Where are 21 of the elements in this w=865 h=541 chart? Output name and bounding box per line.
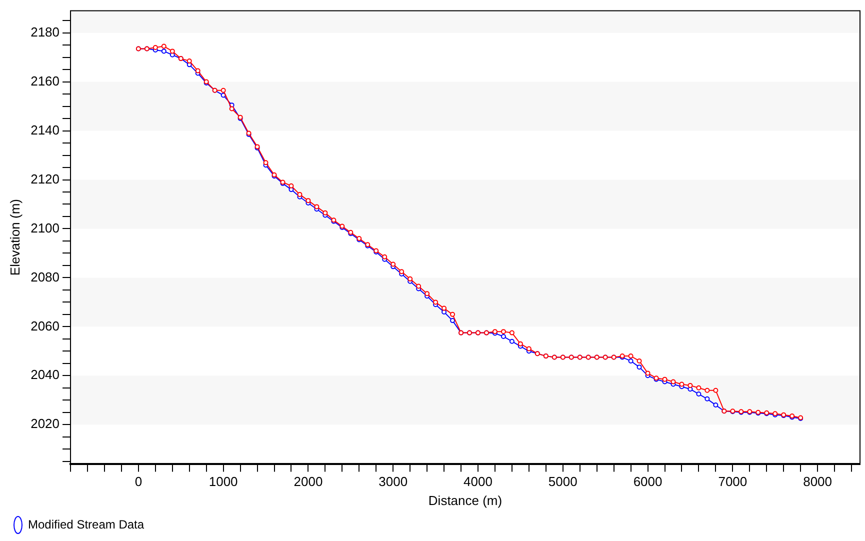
x-tick-label: 4000 <box>464 474 492 490</box>
x-tick-label: 5000 <box>548 474 578 490</box>
y-tick-label: 2160 <box>30 73 60 88</box>
x-axis-title: Distance (m) <box>428 492 502 508</box>
x-tick-label: 7000 <box>718 474 748 490</box>
y-tick-label: 2100 <box>30 220 60 236</box>
x-tick-label: 8000 <box>803 474 832 490</box>
y-tick-label: 2060 <box>30 318 60 334</box>
legend-label: Modified Stream Data <box>28 517 144 532</box>
y-tick-label: 2140 <box>30 122 60 138</box>
y-tick-label: 2180 <box>30 24 60 40</box>
x-tick-label: 2000 <box>294 474 323 490</box>
y-axis-title: Elevation (m) <box>7 199 22 276</box>
y-tick-label: 2080 <box>30 269 60 284</box>
y-tick-label: 2040 <box>30 367 60 382</box>
y-tick-label: 2120 <box>30 171 60 186</box>
x-tick-label: 3000 <box>378 474 408 490</box>
x-tick-label: 6000 <box>633 474 662 490</box>
y-tick-label: 2020 <box>30 416 60 432</box>
x-tick-label: 0 <box>134 474 142 490</box>
x-tick-label: 1000 <box>208 474 238 490</box>
